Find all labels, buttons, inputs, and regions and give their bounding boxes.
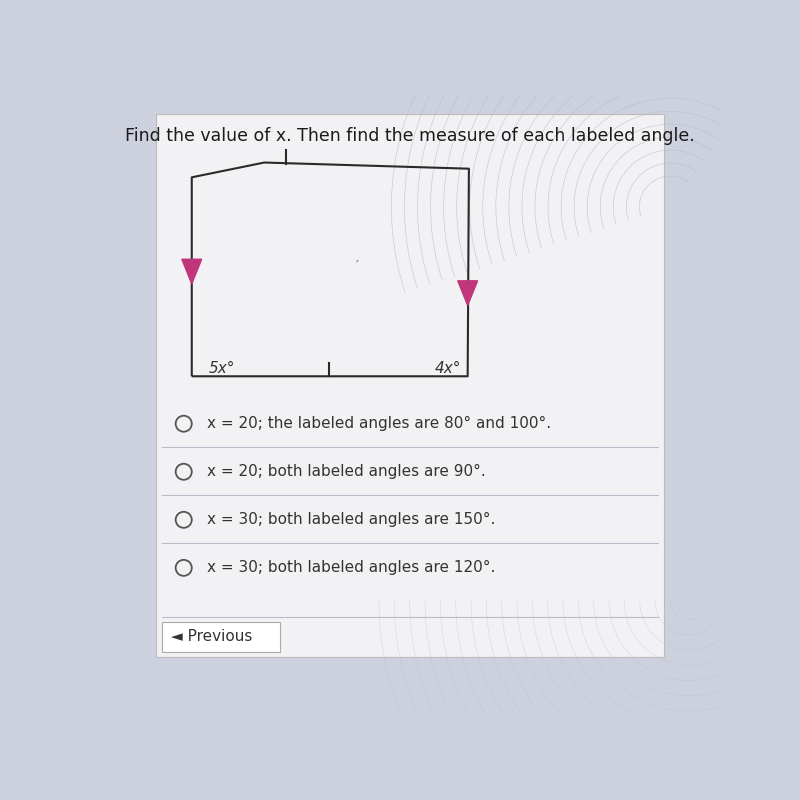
Polygon shape (182, 259, 202, 284)
Text: x = 20; both labeled angles are 90°.: x = 20; both labeled angles are 90°. (207, 464, 486, 479)
Polygon shape (458, 281, 478, 306)
Text: 4x°: 4x° (435, 361, 461, 376)
Text: 5x°: 5x° (209, 361, 235, 376)
FancyBboxPatch shape (162, 622, 280, 652)
Text: ◄ Previous: ◄ Previous (171, 630, 253, 644)
Text: Find the value of x. Then find the measure of each labeled angle.: Find the value of x. Then find the measu… (125, 127, 695, 145)
Text: x = 30; both labeled angles are 150°.: x = 30; both labeled angles are 150°. (207, 512, 496, 527)
Text: ′: ′ (356, 259, 358, 272)
FancyBboxPatch shape (156, 114, 664, 657)
Text: x = 20; the labeled angles are 80° and 100°.: x = 20; the labeled angles are 80° and 1… (207, 416, 551, 431)
Text: x = 30; both labeled angles are 120°.: x = 30; both labeled angles are 120°. (207, 560, 496, 575)
